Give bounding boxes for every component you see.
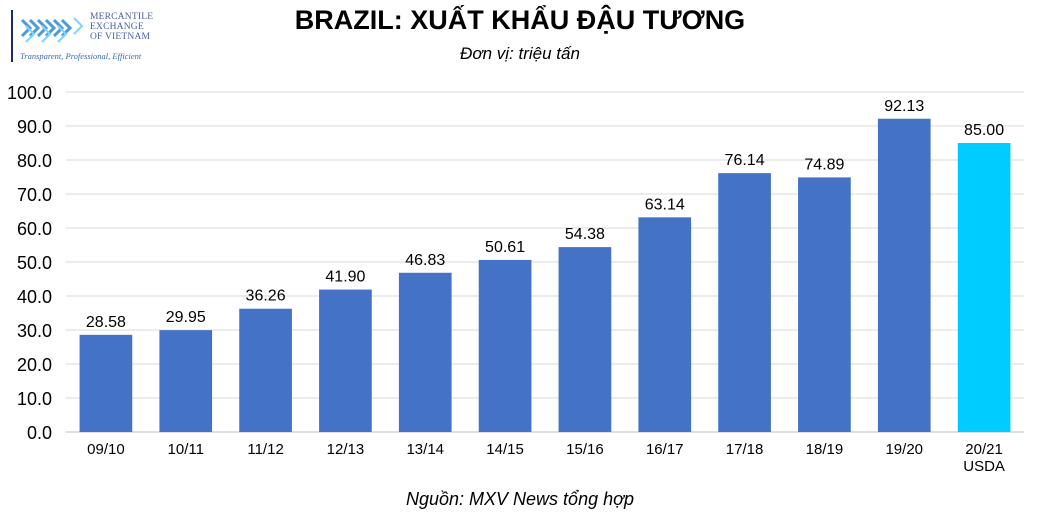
- bar: [798, 177, 851, 432]
- x-tick-label: 12/13: [327, 441, 365, 458]
- data-label: 28.58: [86, 314, 126, 331]
- data-label: 54.38: [565, 226, 605, 243]
- y-tick-label: 30.0: [17, 321, 52, 341]
- y-tick-label: 90.0: [17, 117, 52, 137]
- bar: [398, 272, 452, 432]
- data-label: 74.89: [804, 156, 844, 173]
- bar: [638, 217, 692, 432]
- mxv-logo: MERCANTILE EXCHANGE OF VIETNAM Transpare…: [8, 6, 168, 62]
- y-tick-label: 100.0: [7, 83, 52, 103]
- data-label: 92.13: [884, 98, 924, 115]
- x-axis-tick-labels: 09/10 10/11 11/12 12/13 13/14 14/15 15/16 16/17…: [87, 441, 1005, 475]
- bar: [877, 118, 931, 433]
- chart-subtitle: Đơn vị: triệu tấn: [460, 44, 580, 63]
- y-tick-label: 0.0: [27, 423, 52, 443]
- data-labels: 28.58 29.95 36.26 41.90 46.83 50.61 54.38 63.14…: [86, 98, 1004, 331]
- bar: [558, 247, 612, 432]
- x-tick-label: 15/16: [566, 441, 604, 458]
- logo-name-line: EXCHANGE: [90, 22, 144, 32]
- x-tick-label: 14/15: [486, 441, 524, 458]
- bar: [159, 330, 213, 432]
- logo-name-line: OF VIETNAM: [90, 32, 151, 42]
- y-tick-label: 70.0: [17, 185, 52, 205]
- x-tick-label: 09/10: [87, 441, 125, 458]
- x-tick-label: 18/19: [806, 441, 844, 458]
- bar: [79, 334, 133, 432]
- x-tick-label: 10/11: [168, 441, 204, 458]
- y-tick-label: 40.0: [17, 287, 52, 307]
- data-label: 36.26: [246, 288, 286, 305]
- data-label: 41.90: [325, 269, 365, 286]
- gridlines: [66, 91, 1024, 433]
- data-label: 50.61: [485, 239, 525, 256]
- bar: [718, 173, 771, 432]
- y-tick-label: 80.0: [17, 151, 52, 171]
- logo-company-name: MERCANTILE EXCHANGE OF VIETNAM: [90, 12, 170, 42]
- y-axis-tick-labels: 0.0 10.0 20.0 30.0 40.0 50.0 60.0 70.0 80.0 90.0 1…: [7, 83, 52, 443]
- logo-slogan: Transparent, Professional, Efficient: [20, 51, 142, 61]
- bars: [79, 118, 1011, 433]
- x-tick-label: 13/14: [406, 441, 444, 458]
- data-label: 46.83: [405, 252, 445, 269]
- x-tick-label: 16/17: [646, 441, 684, 458]
- bar: [957, 143, 1011, 432]
- y-tick-label: 20.0: [17, 355, 52, 375]
- chart-title: BRAZIL: XUẤT KHẨU ĐẬU TƯƠNG: [294, 5, 746, 35]
- y-tick-label: 10.0: [17, 389, 52, 409]
- x-tick-label: 11/12: [247, 441, 283, 458]
- source-note: Nguồn: MXV News tổng hợp: [406, 489, 634, 509]
- data-label: 76.14: [725, 152, 765, 169]
- logo-name-line: MERCANTILE: [90, 12, 154, 22]
- x-tick-label: 17/18: [726, 441, 764, 458]
- bar: [478, 259, 532, 432]
- y-tick-label: 60.0: [17, 219, 52, 239]
- x-tick-label: 20/21 USDA: [963, 441, 1005, 475]
- bar: [319, 289, 372, 432]
- x-tick-label: 19/20: [885, 441, 923, 458]
- data-label: 85.00: [964, 122, 1004, 139]
- bar: [239, 308, 292, 432]
- data-label: 29.95: [166, 309, 206, 326]
- data-label: 63.14: [645, 196, 685, 213]
- y-tick-label: 50.0: [17, 253, 52, 273]
- logo-divider: [11, 10, 13, 62]
- mxv-logo-icon: [20, 17, 84, 43]
